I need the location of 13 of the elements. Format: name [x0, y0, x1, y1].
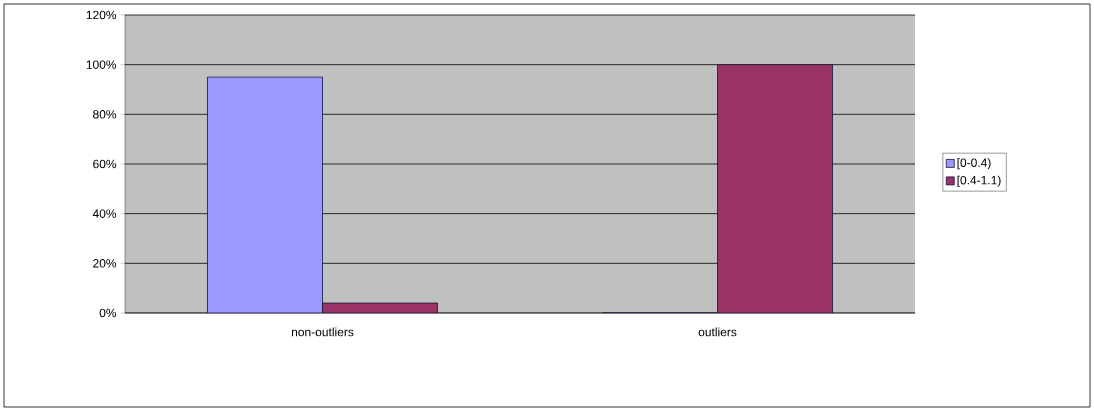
y-tick-label: 40% — [92, 209, 117, 218]
bar — [717, 64, 833, 313]
y-tick-label: 60% — [93, 159, 117, 169]
y-tick-label: 80% — [93, 110, 117, 119]
legend-label: [0-0.4) — [957, 158, 991, 170]
bar — [207, 76, 323, 313]
y-tick-label: 100% — [86, 60, 117, 69]
x-tick-label: outliers — [698, 327, 737, 337]
y-tick-label: 120% — [86, 10, 117, 20]
y-tick-label: 0% — [99, 308, 117, 318]
x-tick-label: non-outliers — [291, 327, 354, 337]
legend-label: [0.4-1.1) — [957, 175, 1001, 187]
y-tick-label: 20% — [93, 259, 117, 268]
